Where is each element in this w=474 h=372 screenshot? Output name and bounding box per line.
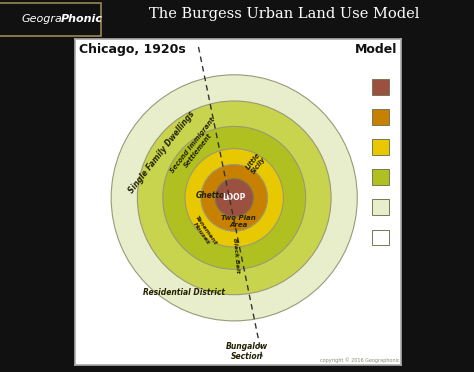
Text: Ghetto: Ghetto xyxy=(196,191,225,200)
Text: Two Plan
Area: Two Plan Area xyxy=(221,215,256,228)
FancyBboxPatch shape xyxy=(0,3,101,36)
Circle shape xyxy=(185,149,283,247)
Text: Chicago, 1920s: Chicago, 1920s xyxy=(80,43,186,56)
Bar xyxy=(372,230,389,246)
Bar xyxy=(372,139,389,155)
Circle shape xyxy=(111,75,357,321)
Text: Geogra: Geogra xyxy=(21,14,62,24)
Text: The Burgess Urban Land Use Model: The Burgess Urban Land Use Model xyxy=(149,7,419,21)
Text: Tenement
Houses: Tenement Houses xyxy=(189,215,218,249)
Circle shape xyxy=(215,179,253,217)
Bar xyxy=(372,199,389,215)
Circle shape xyxy=(137,101,331,295)
Text: Residential District: Residential District xyxy=(143,288,225,297)
Circle shape xyxy=(163,126,306,269)
Text: LOOP: LOOP xyxy=(222,193,246,202)
Text: Single Family Dwellings: Single Family Dwellings xyxy=(127,110,196,195)
Text: Little
Sicily: Little Sicily xyxy=(245,151,267,174)
Bar xyxy=(372,169,389,185)
Text: Black Belt: Black Belt xyxy=(232,237,240,273)
Text: Second Immigrant
Settlement: Second Immigrant Settlement xyxy=(169,117,221,179)
Bar xyxy=(372,109,389,125)
Text: copyright © 2016 Geographonic: copyright © 2016 Geographonic xyxy=(320,357,400,363)
Bar xyxy=(372,79,389,94)
Text: Phonic: Phonic xyxy=(61,14,103,24)
Circle shape xyxy=(201,164,267,231)
Text: Model: Model xyxy=(355,43,397,56)
Text: Bungalow
Section: Bungalow Section xyxy=(226,342,268,361)
